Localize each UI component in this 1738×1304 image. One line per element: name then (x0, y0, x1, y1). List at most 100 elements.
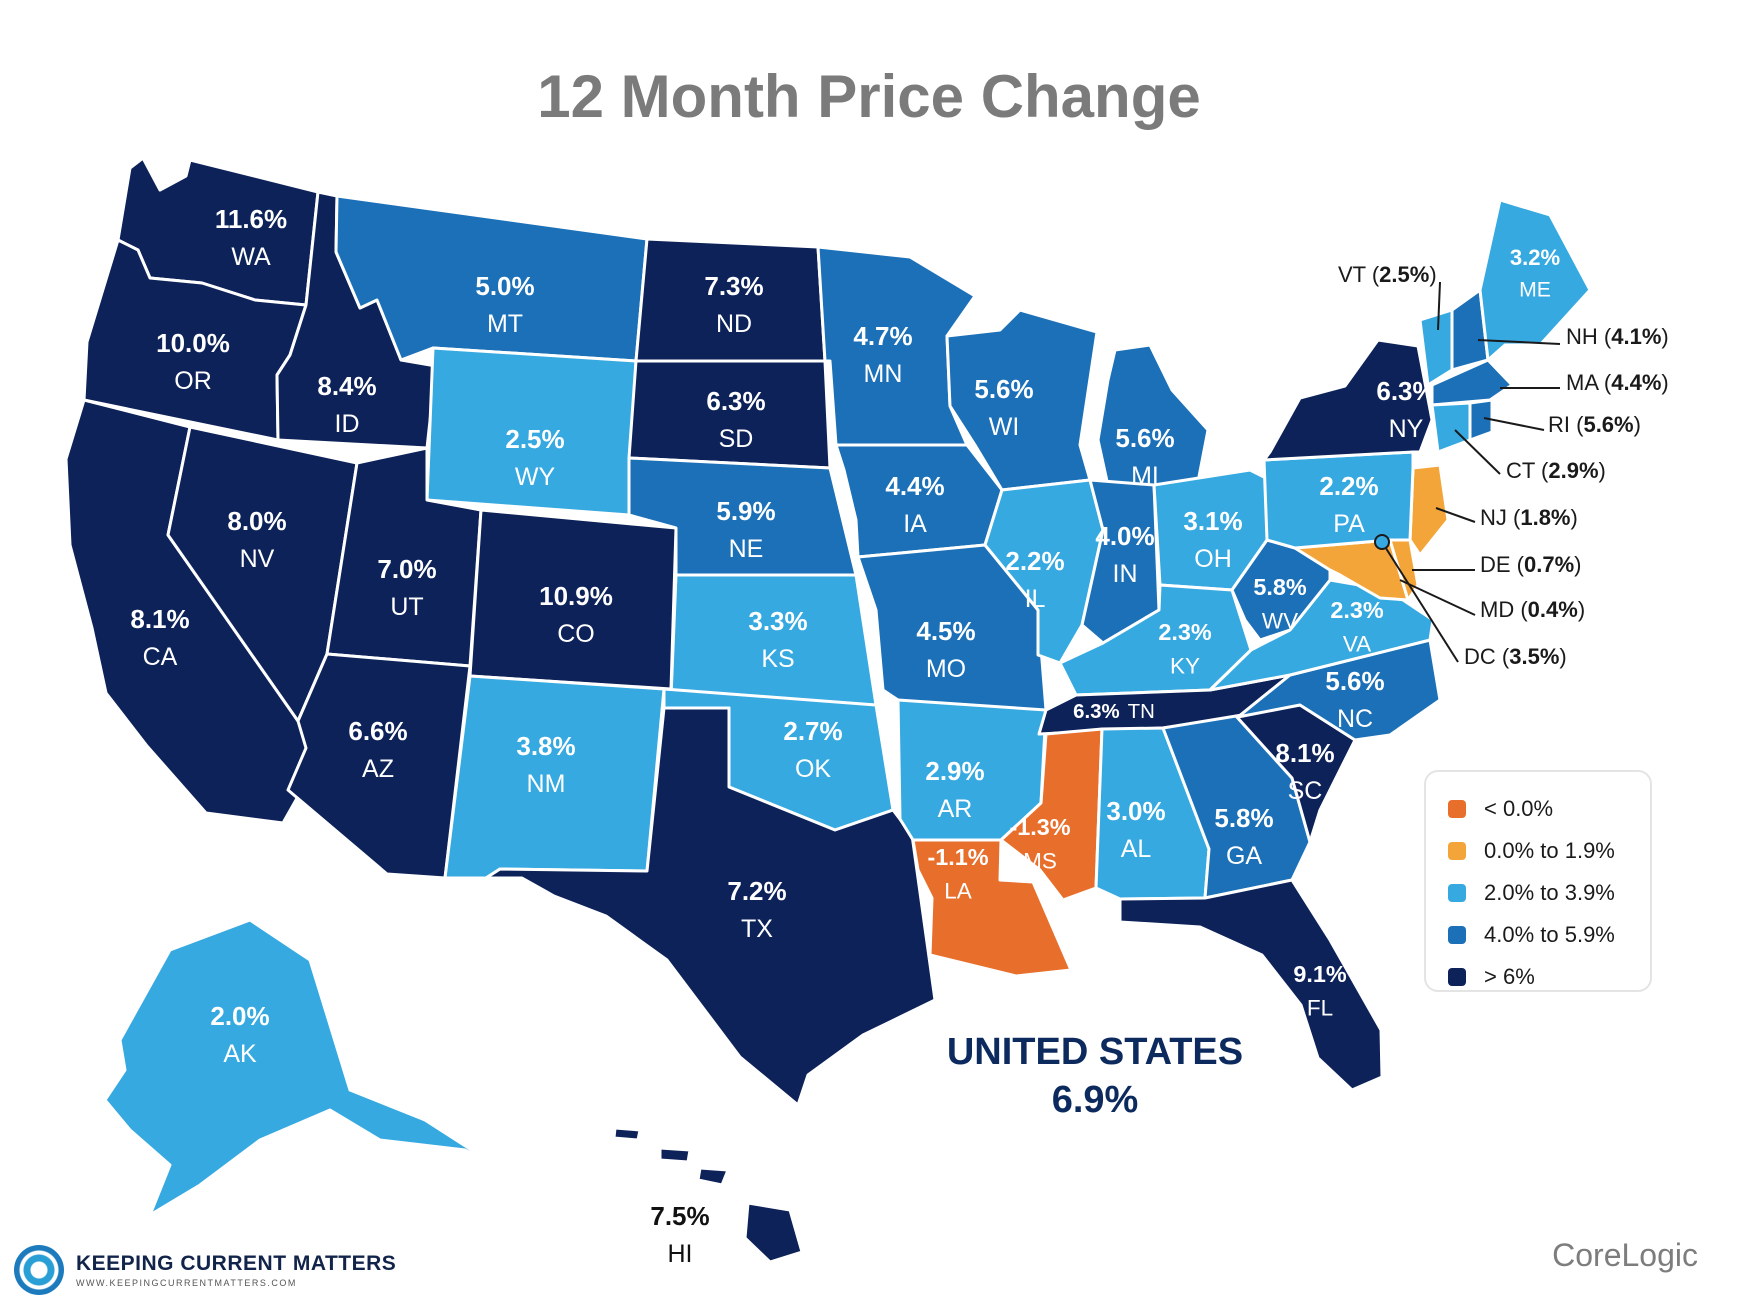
callout-paren-close: ) (1634, 412, 1641, 437)
legend-swatch-mid (1448, 884, 1466, 902)
legend-item: > 6% (1448, 956, 1650, 998)
state-value: 8.1% (1275, 738, 1334, 768)
state-abbr: NY (1389, 415, 1424, 443)
callout-paren-close: ) (1661, 370, 1668, 395)
state-shape (484, 706, 937, 1107)
state-label: 6.3% TN (1073, 701, 1155, 723)
callout-paren-open: ( (1535, 458, 1549, 483)
state-shape (945, 308, 1099, 492)
callout-abbr: DC (1464, 644, 1496, 669)
state-abbr: FL (1307, 995, 1333, 1020)
state-value: 3.1% (1183, 506, 1242, 536)
state-value: 6.6% (348, 716, 407, 746)
callout-leader (1483, 417, 1545, 431)
state-abbr: HI (668, 1240, 693, 1268)
callout-label: DE (0.7%) (1480, 552, 1582, 577)
state-ma (1430, 358, 1514, 407)
state-tn: 6.3% TN (1037, 673, 1292, 736)
page-title: 12 Month Price Change (537, 63, 1201, 130)
legend: < 0.0% 0.0% to 1.9% 2.0% to 3.9% 4.0% to… (1424, 770, 1652, 992)
callout-ma: MA (4.4%) (1500, 370, 1669, 395)
state-abbr: CA (143, 643, 178, 671)
state-value: 7.3% (704, 271, 763, 301)
callout-label: MA (4.4%) (1566, 370, 1669, 395)
callout-value: 5.6% (1583, 412, 1633, 437)
state-abbr: MS (1023, 848, 1057, 873)
state-abbr: GA (1226, 842, 1262, 870)
state-abbr: NE (729, 535, 764, 563)
state-az: 6.6% AZ (286, 652, 472, 880)
state-sc: 8.1% SC (1234, 703, 1357, 844)
callout-paren-close: ) (1559, 644, 1566, 669)
state-shape (103, 918, 497, 1217)
callout-label: RI (5.6%) (1548, 412, 1641, 437)
legend-label: 4.0% to 5.9% (1484, 922, 1615, 947)
callout-value: 2.5% (1379, 262, 1429, 287)
state-abbr: WA (231, 243, 271, 271)
callout-nh: NH (4.1%) (1477, 324, 1669, 349)
callout-label: DC (3.5%) (1464, 644, 1567, 669)
legend-swatch-neg (1448, 800, 1466, 818)
state-abbr: ID (335, 410, 360, 438)
state-value: 8.4% (317, 371, 376, 401)
state-abbr: VA (1343, 631, 1371, 656)
state-ia: 4.4% IA (834, 443, 1004, 559)
callout-paren-close: ) (1574, 552, 1581, 577)
state-co: 10.9% CO (468, 508, 678, 691)
state-value: 6.3% (1376, 376, 1435, 406)
state-value: 7.2% (727, 876, 786, 906)
state-la: -1.1% LA (911, 838, 1073, 978)
callout-leader (1437, 281, 1441, 331)
callout-value: 4.4% (1611, 370, 1661, 395)
callout-paren-open: ( (1496, 644, 1510, 669)
state-value: 7.0% (377, 554, 436, 584)
legend-item: 2.0% to 3.9% (1448, 872, 1650, 914)
callout-label: CT (2.9%) (1506, 458, 1606, 483)
legend-swatch-top (1448, 968, 1466, 986)
state-value: 2.2% (1005, 546, 1064, 576)
callout-value: 2.9% (1548, 458, 1598, 483)
callout-ct: CT (2.9%) (1454, 429, 1606, 483)
state-abbr: ME (1519, 277, 1551, 301)
state-value: 10.9% (539, 581, 613, 611)
states-layer: 11.6% WA 10.0% OR 8.1% CA 8.4% ID 8.0% NV 5.0% MT 2.… (64, 156, 1592, 1268)
state-abbr: OR (174, 367, 212, 395)
state-ak: 2.0% AK (103, 918, 497, 1217)
callout-leader (1477, 339, 1561, 345)
state-value: 5.9% (716, 496, 775, 526)
state-me: 3.2% ME (1478, 198, 1592, 362)
state-abbr: WY (515, 463, 556, 491)
state-abbr: OH (1194, 545, 1232, 573)
state-value: 6.3% (1073, 701, 1119, 723)
national-label: UNITED STATES (946, 1031, 1244, 1073)
legend-label: 2.0% to 3.9% (1484, 880, 1615, 905)
state-value: 6.3% (706, 386, 765, 416)
state-value: 2.3% (1330, 597, 1384, 623)
state-abbr: KS (761, 645, 794, 673)
state-value: 3.0% (1106, 796, 1165, 826)
callout-vt: VT (2.5%) (1338, 262, 1441, 331)
callout-abbr: RI (1548, 412, 1570, 437)
callout-leader (1399, 579, 1476, 616)
state-abbr: AR (938, 795, 973, 823)
callout-abbr: VT (1338, 262, 1366, 287)
callout-leader (1381, 541, 1459, 663)
callout-paren-close: ) (1571, 505, 1578, 530)
callout-leader (1454, 429, 1501, 475)
state-ri (1468, 398, 1494, 442)
state-sd: 6.3% SD (627, 359, 832, 470)
state-ky: 2.3% KY (1058, 583, 1253, 697)
state-pa: 2.2% PA (1262, 450, 1415, 550)
state-shape (1262, 450, 1415, 550)
state-ct (1430, 401, 1472, 454)
national-summary: UNITED STATES 6.9% (900, 1028, 1290, 1124)
source-credit: CoreLogic (1552, 1237, 1698, 1273)
brand-footer: KEEPING CURRENT MATTERS WWW.KEEPINGCURRE… (14, 1245, 396, 1295)
state-abbr: MN (864, 360, 903, 388)
brand-name: KEEPING CURRENT MATTERS (76, 1252, 397, 1275)
callout-paren-open: ( (1366, 262, 1380, 287)
national-value: 6.9% (1051, 1079, 1139, 1121)
callout-leader (1435, 507, 1476, 523)
state-abbr: NC (1337, 705, 1373, 733)
state-shape (1430, 401, 1472, 454)
